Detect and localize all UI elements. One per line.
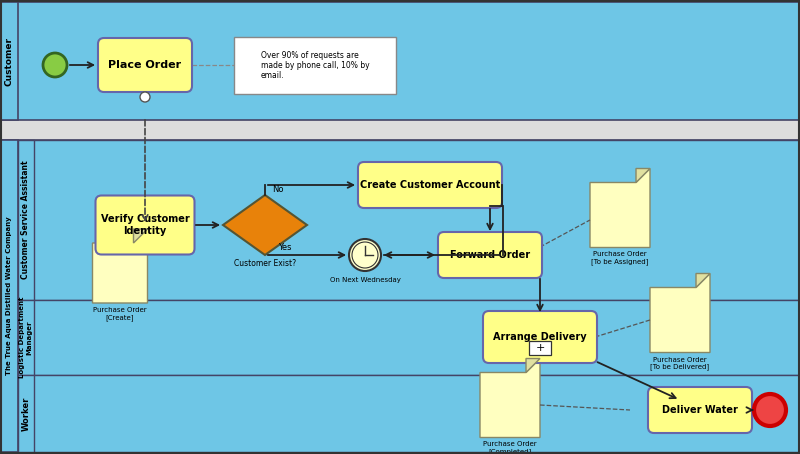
Circle shape [352,242,378,268]
Polygon shape [480,359,540,438]
FancyBboxPatch shape [358,162,502,208]
Text: Forward Order: Forward Order [450,250,530,260]
Bar [0,140,800,452]
Polygon shape [526,359,540,372]
Polygon shape [134,229,147,243]
Text: Customer Service Assistant: Customer Service Assistant [22,161,30,279]
Text: Yes: Yes [278,243,291,252]
FancyBboxPatch shape [98,38,192,92]
Polygon shape [696,273,710,287]
FancyBboxPatch shape [529,341,551,355]
Circle shape [754,394,786,426]
Text: Deliver Water: Deliver Water [662,405,738,415]
Text: Purchase Order
[Completed]: Purchase Order [Completed] [483,441,537,454]
Polygon shape [223,195,307,255]
Text: Purchase Order
[Create]: Purchase Order [Create] [93,307,147,321]
Text: Logistic Department
Manager: Logistic Department Manager [19,297,33,378]
Text: No: No [272,186,283,194]
Polygon shape [93,229,147,303]
Bar [18,300,800,375]
Bar [18,375,34,452]
Circle shape [43,53,67,77]
Bar [0,140,18,452]
Bar [18,375,800,452]
Bar [0,2,800,120]
Text: +: + [535,343,545,353]
Text: Purchase Order
[To be Assigned]: Purchase Order [To be Assigned] [591,252,649,265]
Bar [18,140,34,300]
Text: On Next Wednesday: On Next Wednesday [330,277,401,283]
Circle shape [140,92,150,102]
Text: Customer Exist?: Customer Exist? [234,259,296,268]
Text: Arrange Delivery: Arrange Delivery [493,332,587,342]
Bar [0,2,18,120]
Circle shape [349,239,381,271]
Text: Worker: Worker [22,396,30,431]
FancyBboxPatch shape [438,232,542,278]
Text: Place Order: Place Order [109,60,182,70]
Bar [18,140,800,300]
Text: Verify Customer
Identity: Verify Customer Identity [101,214,190,236]
Bar [0,120,800,140]
Text: Purchase Order
[To be Delivered]: Purchase Order [To be Delivered] [650,356,710,370]
Text: Customer: Customer [5,36,14,85]
FancyBboxPatch shape [95,196,194,255]
FancyBboxPatch shape [648,387,752,433]
Polygon shape [590,168,650,247]
Bar [18,300,34,375]
FancyBboxPatch shape [483,311,597,363]
Polygon shape [636,168,650,183]
Polygon shape [650,273,710,352]
Text: Over 90% of requests are
made by phone call, 10% by
email.: Over 90% of requests are made by phone c… [261,50,370,80]
Text: Create Customer Account: Create Customer Account [360,180,500,190]
Text: The True Aqua Distilled Water Company: The True Aqua Distilled Water Company [6,217,12,375]
FancyBboxPatch shape [234,37,396,94]
